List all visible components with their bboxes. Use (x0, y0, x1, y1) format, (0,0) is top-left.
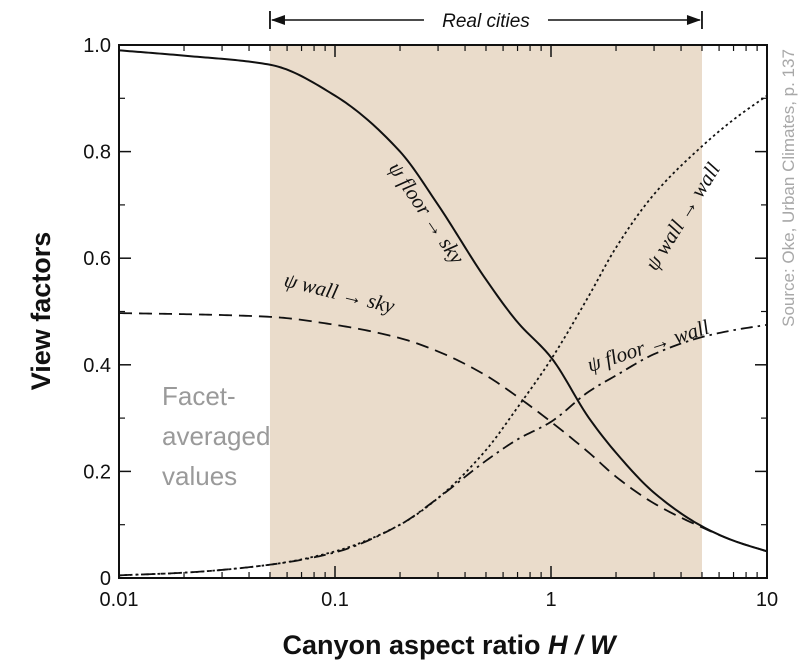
bracket-arrow-left-icon (270, 15, 285, 25)
real-cities-label: Real cities (442, 11, 530, 32)
bracket-arrow-right-icon (686, 15, 701, 25)
source-credit: Source: Oke, Urban Climates, p. 137 (779, 49, 798, 327)
series-wall-wall-line (118, 94, 768, 577)
ticks-layer: 0.01 0.1 1 10 0 0.2 0.4 0.6 0.8 1.0 (83, 35, 778, 611)
x-axis-title: Canyon aspect ratio H / W (282, 630, 618, 660)
x-axis-title-text: Canyon aspect ratio (282, 630, 548, 660)
annotation-line-3: values (162, 461, 237, 491)
y-tick-label: 0.8 (83, 142, 111, 164)
annotation-line-1: Facet- (162, 381, 236, 411)
x-tick-label: 1 (545, 589, 556, 611)
y-tick-label: 0.6 (83, 248, 111, 270)
series-layer (118, 49, 768, 577)
y-tick-label: 0 (100, 568, 111, 590)
annotation-line-2: averaged (162, 421, 270, 451)
y-tick-label: 1.0 (83, 35, 111, 57)
label-wall-sky-psi: ψ (282, 268, 306, 296)
series-floor-sky-line (118, 49, 768, 553)
series-wall-sky-line (118, 312, 768, 553)
y-axis-title: View factors (26, 232, 56, 391)
x-tick-label: 10 (756, 589, 778, 611)
y-tick-label: 0.2 (83, 461, 111, 483)
x-tick-label: 0.1 (321, 589, 349, 611)
y-tick-label: 0.4 (83, 355, 111, 377)
x-axis-title-variable: H / W (548, 630, 618, 660)
real-cities-shading (269, 45, 702, 578)
real-cities-bracket: Real cities (269, 11, 703, 32)
x-tick-label: 0.01 (100, 589, 139, 611)
series-floor-wall-line (118, 323, 768, 577)
